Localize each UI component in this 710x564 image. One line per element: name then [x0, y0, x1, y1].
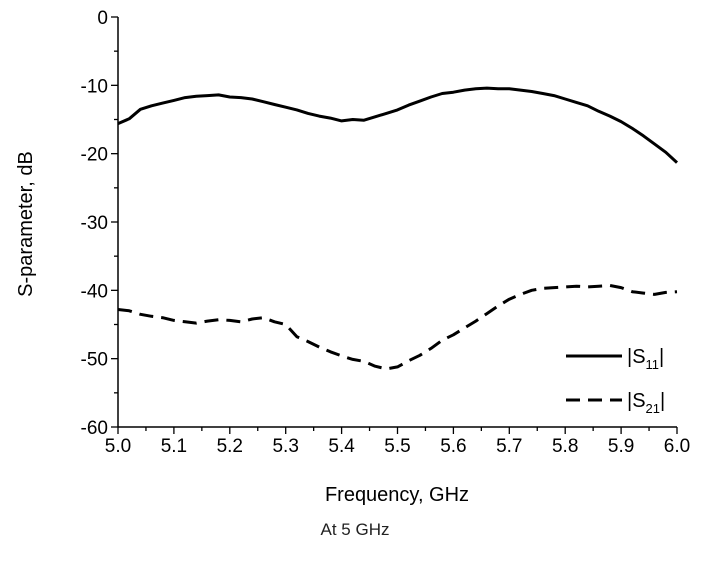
- x-tick-label: 5.1: [161, 436, 187, 457]
- legend: |S11| |S21|: [566, 346, 665, 416]
- x-tick-label: 5.0: [105, 436, 131, 457]
- series-line-s21: [117, 284, 678, 371]
- y-tick-label: -20: [81, 145, 108, 166]
- x-tick-label: 5.7: [496, 436, 522, 457]
- x-tick-label: 5.2: [217, 436, 243, 457]
- x-tick-label: 5.8: [552, 436, 578, 457]
- x-tick-label: 5.5: [384, 436, 410, 457]
- x-tick-label: 6.0: [664, 436, 690, 457]
- series-layer: [117, 86, 679, 371]
- x-tick-label: 5.6: [440, 436, 466, 457]
- x-tick-label: 5.9: [608, 436, 634, 457]
- y-tick-label: 0: [97, 8, 108, 29]
- s-parameter-chart: 0-10-20-30-40-50-60 5.0 5.1 5.2 5.3 5.4 5.5 5.…: [15, 8, 690, 506]
- x-axis-ticks: 5.0 5.1 5.2 5.3 5.4 5.5 5.6 5.7 5.8 5.9 6.0: [105, 427, 690, 457]
- legend-label-s11: |S11|: [627, 346, 664, 372]
- figure-caption: At 5 GHz: [320, 520, 390, 539]
- x-tick-label: 5.3: [272, 436, 298, 457]
- y-axis-title: S-parameter, dB: [15, 151, 37, 297]
- y-tick-label: -50: [81, 350, 108, 371]
- x-tick-label: 5.4: [328, 436, 355, 457]
- y-axis-ticks: 0 -10 -20 -30 -40 -50 -60: [81, 8, 118, 439]
- x-axis-title: Frequency, GHz: [325, 484, 469, 506]
- y-tick-label: -30: [81, 213, 108, 234]
- y-tick-label: -60: [81, 418, 108, 439]
- series-line-s11: [117, 86, 679, 164]
- y-tick-label: -40: [81, 281, 108, 302]
- legend-label-s21: |S21|: [627, 390, 665, 416]
- y-tick-label: -10: [81, 76, 108, 97]
